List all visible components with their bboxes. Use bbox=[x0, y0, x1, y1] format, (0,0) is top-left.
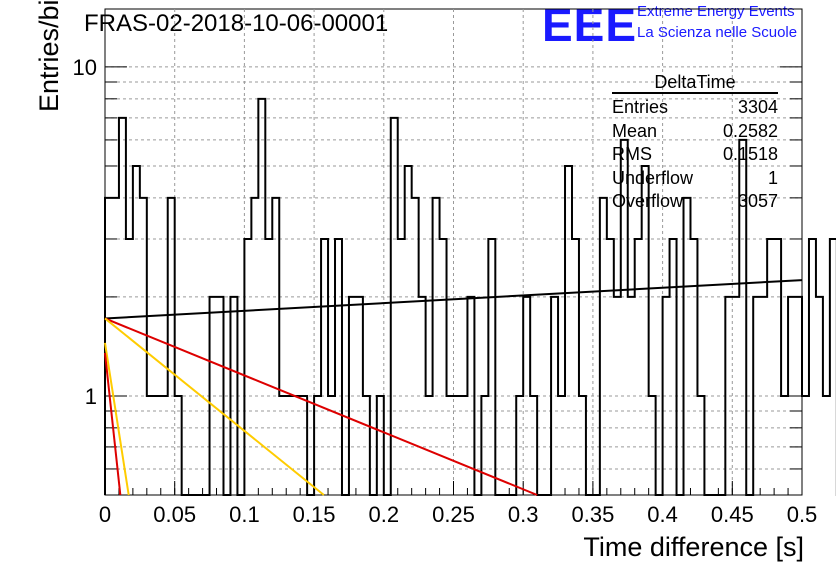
histogram-bin bbox=[607, 239, 614, 495]
y-tick-label: 10 bbox=[73, 55, 97, 80]
stats-row: Underflow 1 bbox=[612, 167, 778, 191]
chart-title: FRAS-02-2018-10-06-00001 bbox=[84, 10, 389, 37]
histogram-bin bbox=[642, 166, 649, 495]
stats-value: 3057 bbox=[737, 191, 778, 211]
histogram-bin bbox=[488, 239, 495, 495]
histogram-outline bbox=[104, 97, 836, 496]
fit-lines bbox=[104, 279, 803, 496]
histogram-bin bbox=[684, 198, 691, 495]
stats-label: RMS bbox=[612, 144, 652, 164]
stats-row: RMS 0.1518 bbox=[612, 143, 778, 167]
histogram-bin bbox=[816, 297, 823, 495]
x-tick-label: 0.15 bbox=[293, 502, 336, 527]
stats-title: DeltaTime bbox=[612, 72, 778, 94]
x-tick-label: 0.3 bbox=[508, 502, 539, 527]
histogram-bin bbox=[433, 198, 440, 495]
y-axis-label: Entries/bin bbox=[34, 0, 64, 112]
stats-box: DeltaTime Entries 3304 Mean 0.2582 RMS 0.15… bbox=[612, 72, 778, 214]
x-tick-label: 0 bbox=[99, 502, 111, 527]
stats-value: 0.1518 bbox=[722, 144, 778, 164]
tick-labels: 0 0.05 0.1 0.15 0.2 0.25 0.3 0.35 0.4 0.45 0.5 1 10 bbox=[73, 55, 818, 527]
x-tick-label: 0.1 bbox=[229, 502, 260, 527]
x-tick-label: 0.4 bbox=[647, 502, 678, 527]
x-tick-label: 0.5 bbox=[787, 502, 818, 527]
logo-subtitle-1: Extreme Energy Events bbox=[637, 3, 795, 20]
eee-logo: EEE bbox=[542, 0, 638, 51]
x-tick-label: 0.05 bbox=[153, 502, 196, 527]
stats-value: 3304 bbox=[737, 97, 778, 117]
histogram-bin bbox=[600, 198, 607, 495]
histogram-bin bbox=[635, 239, 642, 495]
y-tick-label: 1 bbox=[85, 384, 97, 409]
x-tick-label: 0.2 bbox=[369, 502, 400, 527]
histogram-bin bbox=[823, 396, 830, 495]
histogram-bin bbox=[398, 239, 405, 495]
stats-label: Mean bbox=[612, 120, 658, 141]
stats-value: 1 bbox=[767, 167, 778, 188]
stats-value: 0.2582 bbox=[722, 120, 778, 141]
histogram-bin bbox=[565, 166, 572, 495]
fit-line bbox=[104, 317, 325, 496]
stats-label: Underflow bbox=[612, 167, 694, 188]
x-tick-label: 0.45 bbox=[711, 502, 754, 527]
logo-subtitle-2: La Scienza nelle Scuole bbox=[637, 24, 798, 41]
stats-row: Overflow 3057 bbox=[612, 190, 778, 214]
histogram-bin bbox=[244, 239, 251, 495]
histogram-bin bbox=[272, 198, 279, 495]
stats-row: Entries 3304 bbox=[612, 96, 778, 120]
histogram-bin bbox=[690, 239, 697, 495]
fit-line bbox=[104, 352, 122, 496]
histogram-bin bbox=[265, 239, 272, 495]
stats-row: Mean 0.2582 bbox=[612, 120, 778, 144]
x-tick-label: 0.25 bbox=[432, 502, 475, 527]
histogram-bin bbox=[321, 239, 328, 495]
histogram-bin bbox=[412, 198, 419, 495]
histogram-bin bbox=[251, 198, 258, 495]
histogram-bin bbox=[405, 166, 412, 495]
histogram-bin bbox=[670, 239, 677, 495]
histogram-bin bbox=[572, 239, 579, 495]
fit-line bbox=[104, 317, 538, 496]
histogram-bin bbox=[774, 239, 781, 495]
fit-line bbox=[104, 279, 803, 320]
histogram-bin bbox=[809, 239, 816, 495]
stats-label: Entries bbox=[612, 97, 669, 117]
x-axis-label: Time difference [s] bbox=[583, 532, 804, 562]
histogram-bin bbox=[767, 239, 774, 495]
histogram-layer bbox=[104, 97, 836, 496]
fit-line bbox=[104, 342, 130, 496]
x-tick-label: 0.35 bbox=[571, 502, 614, 527]
histogram-bin bbox=[126, 239, 133, 495]
histogram-bin bbox=[335, 239, 342, 495]
stats-label: Overflow bbox=[612, 191, 684, 211]
histogram-bin bbox=[802, 396, 809, 495]
